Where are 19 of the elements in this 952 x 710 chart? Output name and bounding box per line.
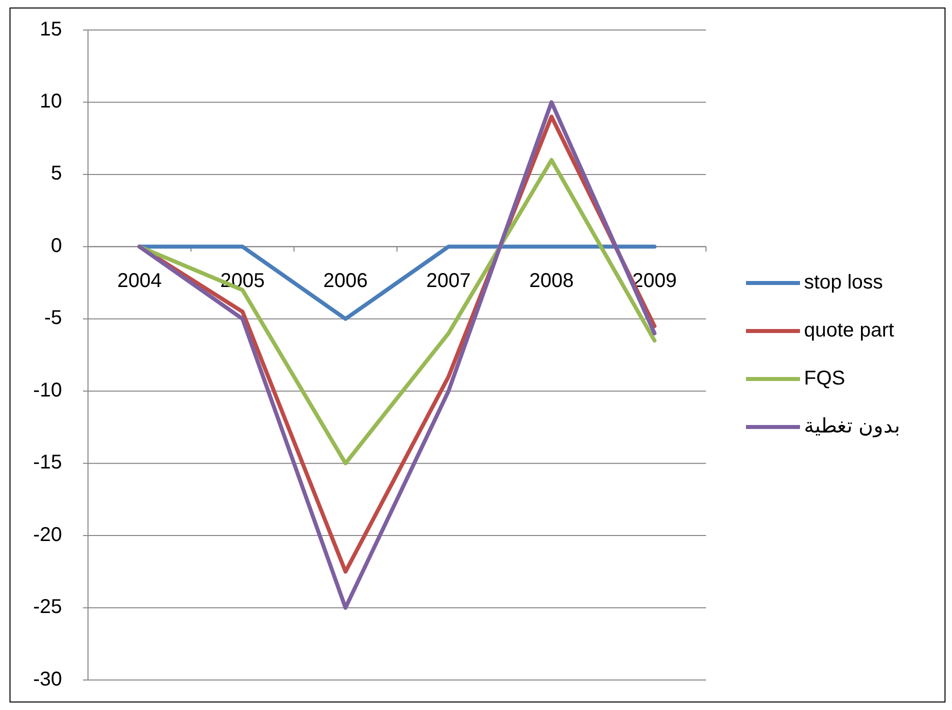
ytick: -30 [33, 668, 62, 690]
ytick: 0 [50, 234, 62, 257]
ytick: 15 [40, 18, 62, 40]
ytick: -25 [33, 596, 62, 618]
legend-label: FQS [804, 367, 846, 390]
xtick: 2004 [117, 270, 162, 292]
ytick: -20 [33, 524, 62, 546]
ytick: -5 [44, 307, 62, 330]
legend-label: بدون تغطية [804, 415, 901, 438]
xtick: 2009 [632, 270, 677, 292]
ytick: -10 [33, 379, 62, 402]
xtick: 2006 [323, 270, 368, 292]
ytick: 10 [40, 90, 62, 112]
legend-label: stop loss [804, 271, 883, 294]
xtick: 2007 [426, 270, 471, 292]
xtick: 2008 [529, 270, 574, 292]
ytick: -15 [33, 452, 62, 474]
ytick: 5 [50, 162, 62, 185]
legend-label: quote part [804, 319, 894, 342]
